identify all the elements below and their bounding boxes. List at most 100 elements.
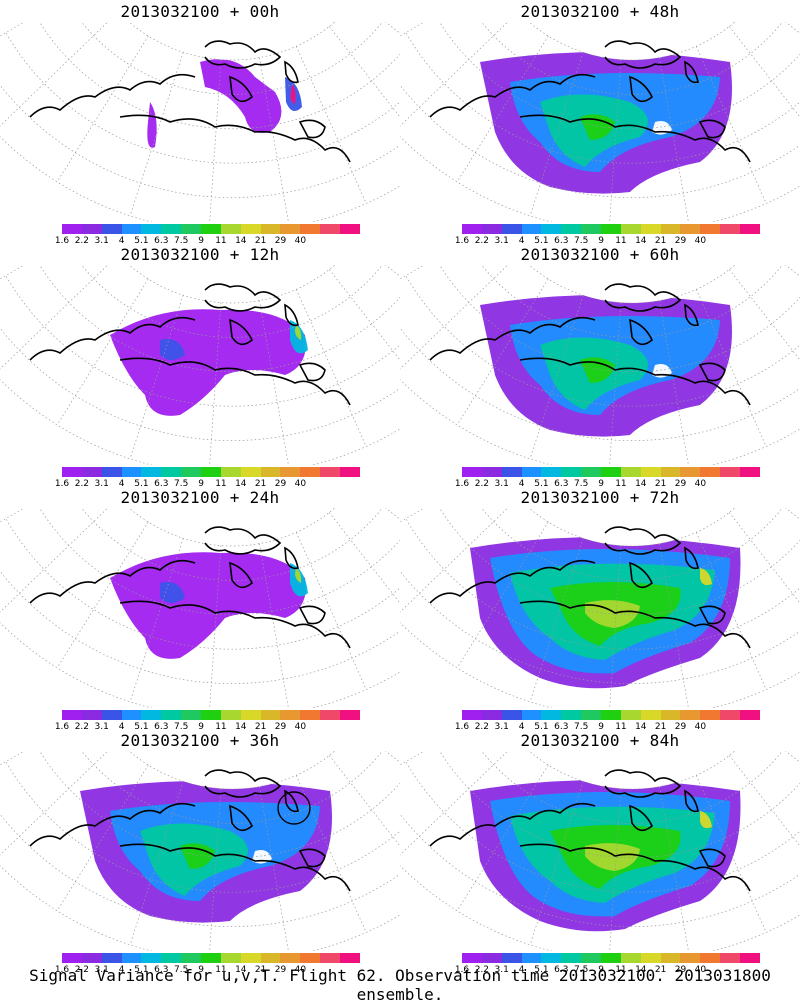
graticule [0,265,400,465]
map-panel: 2013032100 + 60h 1.6 2.2 3.1 4 5.1 6.3 7.5 9 11 14… [400,243,800,489]
colorbar-tick-label: 5.1 [534,965,549,975]
colorbar-tick-label: 14 [635,479,647,489]
colorbar-tick-labels: 1.6 2.2 3.1 4 5.1 6.3 7.5 9 11 14 21 29 40 [55,722,360,732]
colorbar-swatch [260,710,281,720]
colorbar-swatch [680,953,701,963]
colorbar-swatch [62,224,82,234]
colorbar [462,953,760,963]
colorbar-swatch [220,710,241,720]
coastline [429,283,751,406]
colorbar-tick-label: 4 [118,722,125,732]
colorbar-swatch [640,710,661,720]
colorbar-tick-label: 3.1 [494,965,509,975]
colorbar-tick-label: 9 [598,479,604,489]
colorbar-swatch [740,224,760,234]
colorbar-swatch [601,467,621,477]
colorbar-tick-label: 4 [118,965,125,975]
colorbar-swatch [740,953,760,963]
colorbar-tick-label: 3.1 [494,479,509,489]
colorbar-tick-label: 4 [518,479,525,489]
colorbar-swatch [501,710,522,720]
colorbar-tick-label: 40 [294,722,307,732]
colorbar-swatch [280,224,301,234]
colorbar-tick-label: 29 [674,236,687,246]
colorbar-swatch [720,710,741,720]
colorbar-swatch [481,710,502,720]
variance-field [470,537,741,689]
colorbar-swatch [300,710,321,720]
colorbar-tick-label: 40 [294,236,307,246]
colorbar-swatch [141,224,162,234]
colorbar-tick-label: 3.1 [94,965,109,975]
colorbar-swatch [581,953,602,963]
colorbar-swatch [62,467,82,477]
colorbar-swatch [101,224,122,234]
variance-field [147,59,302,148]
colorbar-swatch [521,710,542,720]
colorbar-tick-label: 3.1 [94,722,109,732]
colorbar-tick-label: 9 [198,722,204,732]
map-panel: 2013032100 + 36h 1.6 2.2 3.1 4 5.1 6.3 7.5 9 11 14… [0,729,400,975]
colorbar-swatch [620,224,641,234]
colorbar-swatch [700,953,721,963]
colorbar-swatch [740,710,760,720]
colorbar-tick-label: 4 [118,479,125,489]
colorbar-swatch [481,953,502,963]
colorbar-swatch [462,710,482,720]
coastline [29,40,351,163]
colorbar-swatch [121,467,142,477]
colorbar-tick-label: 5.1 [534,236,549,246]
colorbar-swatch [620,953,641,963]
colorbar-swatch [340,224,360,234]
colorbar-swatch [181,953,202,963]
colorbar-tick-label: 7.5 [174,722,189,732]
colorbar-swatch [720,953,741,963]
colorbar-swatch [300,467,321,477]
colorbar-tick-label: 3.1 [494,722,509,732]
colorbar-tick-labels: 1.6 2.2 3.1 4 5.1 6.3 7.5 9 11 14 21 29 40 [55,479,360,489]
colorbar [62,710,360,720]
colorbar-swatch [601,953,621,963]
colorbar-swatch [521,953,542,963]
colorbar-swatch [141,467,162,477]
colorbar-tick-label: 7.5 [174,236,189,246]
map-panel: 2013032100 + 00h 1.6 2.2 3.1 4 5.1 6.3 7.5 9 11 14… [0,0,400,246]
colorbar-swatch [220,467,241,477]
polar-map [0,265,400,465]
colorbar-tick-label: 9 [598,722,604,732]
colorbar-swatch [640,224,661,234]
map-panel: 2013032100 + 48h 1.6 2.2 3.1 4 5.1 6.3 7.5 9 11 14… [400,0,800,246]
colorbar-swatch [101,710,122,720]
colorbar-swatch [541,467,562,477]
panel-title: 2013032100 + 60h [520,245,680,264]
colorbar-swatch [181,467,202,477]
colorbar-tick-label: 9 [598,236,604,246]
colorbar-swatch [640,953,661,963]
colorbar-tick-label: 21 [654,722,667,732]
colorbar-tick-label: 2.2 [74,479,90,489]
colorbar-swatch [141,953,162,963]
colorbar-tick-label: 11 [215,479,227,489]
graticule [0,508,400,708]
graticule [400,508,800,708]
panel-title: 2013032100 + 36h [120,731,280,750]
colorbar-tick-label: 21 [654,236,667,246]
colorbar-tick-labels: 1.6 2.2 3.1 4 5.1 6.3 7.5 9 11 14 21 29 40 [455,722,760,732]
colorbar-tick-label: 11 [615,722,627,732]
colorbar-swatch [620,467,641,477]
colorbar-swatch [340,710,360,720]
colorbar-tick-labels: 1.6 2.2 3.1 4 5.1 6.3 7.5 9 11 14 21 29 40 [455,479,760,489]
colorbar-tick-label: 40 [694,722,707,732]
colorbar-tick-label: 14 [635,722,647,732]
colorbar-swatch [240,953,261,963]
colorbar [462,467,760,477]
colorbar-tick-label: 1.6 [54,479,70,489]
colorbar-tick-label: 2.2 [474,479,490,489]
colorbar-swatch [340,467,360,477]
colorbar-tick-label: 21 [254,479,267,489]
colorbar-tick-label: 11 [215,722,227,732]
panel-title: 2013032100 + 00h [120,2,280,21]
colorbar-tick-label: 5.1 [134,479,149,489]
coastline [29,283,351,406]
variance-field [110,309,308,416]
